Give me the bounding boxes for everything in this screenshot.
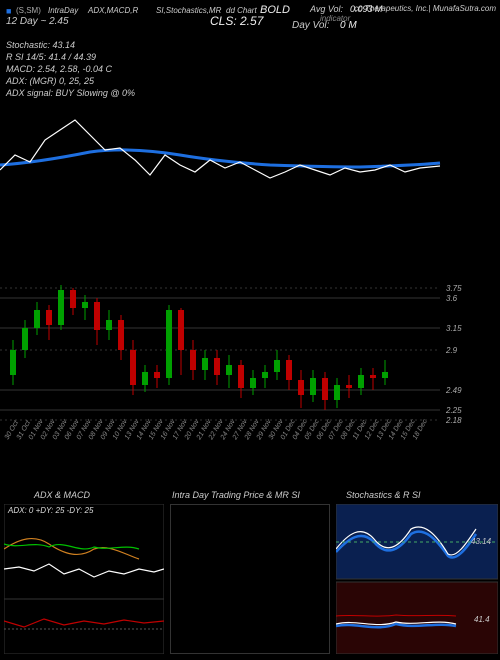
svg-text:2.49: 2.49: [445, 386, 462, 395]
svg-text:2.9: 2.9: [445, 346, 458, 355]
adx-values: ADX: 0 +DY: 25 -DY: 25: [8, 506, 93, 515]
ticker: BOLD: [260, 4, 290, 16]
svg-text:2.25: 2.25: [445, 406, 462, 415]
macd-text: MACD: 2.54, 2.58, -0.04 C: [6, 64, 112, 74]
legend-sma-text: (S,SM): [16, 6, 41, 15]
dayvol-val: 0 M: [340, 20, 357, 31]
stoch-title: Stochastics & R SI: [346, 490, 421, 500]
ticker-avgvol-lbl: Avg Vol:: [310, 4, 343, 14]
stoch-panel: 43.14 41.4: [336, 504, 498, 654]
dayvol-lbl: Day Vol:: [292, 20, 329, 31]
line-chart: [0, 100, 460, 230]
adx-panel: [4, 504, 164, 654]
cls: CLS: 2.57: [210, 14, 263, 28]
svg-text:3.6: 3.6: [446, 294, 458, 303]
svg-text:2.18: 2.18: [445, 416, 462, 425]
adx-title: ADX & MACD: [34, 490, 90, 500]
company: co Therapeutics, Inc.| MunafaSutra.com: [354, 4, 496, 13]
stoch-text: Stochastic: 43.14: [6, 40, 75, 50]
intra-title: Intra Day Trading Price & MR SI: [172, 490, 300, 500]
adxsig-text: ADX signal: BUY Slowing @ 0%: [6, 88, 135, 98]
svg-text:43.14: 43.14: [471, 537, 492, 546]
legend-intra: IntraDay: [48, 6, 78, 15]
day12: 12 Day ~ 2.45: [6, 16, 69, 27]
legend-sma: ■: [6, 6, 11, 16]
svg-text:41.4: 41.4: [474, 615, 490, 624]
rsi-text: R SI 14/5: 41.4 / 44.39: [6, 52, 96, 62]
intra-panel: [170, 504, 330, 654]
adx-text: ADX: (MGR) 0, 25, 25: [6, 76, 94, 86]
candle-chart: 3.753.63.152.92.492.252.1830 Oct31 Oct01…: [0, 280, 500, 475]
legend-adx: ADX,MACD,R: [88, 6, 138, 15]
svg-text:3.75: 3.75: [446, 284, 462, 293]
svg-text:3.15: 3.15: [446, 324, 462, 333]
